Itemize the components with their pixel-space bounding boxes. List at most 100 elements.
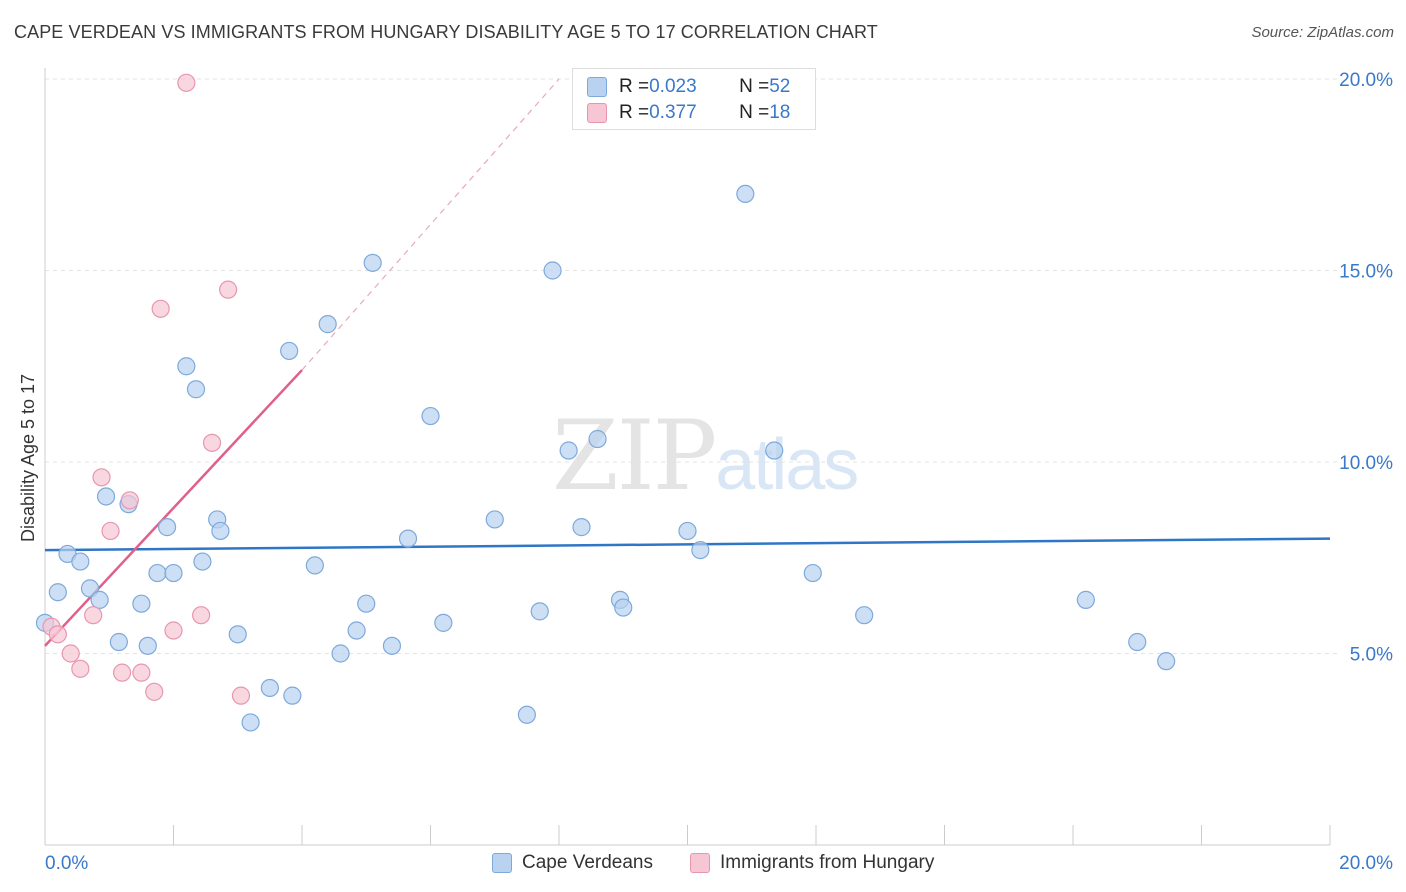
cape-verdean-point xyxy=(1157,652,1176,671)
cape-verdean-point xyxy=(96,487,116,506)
hungary-point xyxy=(202,433,222,452)
cape-verdean-point xyxy=(421,406,440,426)
blue-swatch xyxy=(492,853,512,873)
cape-verdean-point xyxy=(363,253,382,272)
legend-item-cape-verdeans[interactable]: Cape Verdeans xyxy=(492,852,653,874)
cape-verdean-point xyxy=(530,602,549,621)
hungary-point xyxy=(151,299,170,318)
y-tick-label: 15.0% xyxy=(1339,262,1393,283)
hungary-point xyxy=(112,663,132,682)
cape-verdean-point xyxy=(241,713,260,732)
hungary-point xyxy=(84,606,103,625)
n-label: N = xyxy=(739,102,770,123)
y-tick-label: 20.0% xyxy=(1339,70,1393,91)
hungary-point xyxy=(61,644,80,663)
n-value: 18 xyxy=(769,102,791,123)
hungary-point xyxy=(92,468,111,487)
labels-layer: 5.0% 10.0% 15.0% 20.0% 0.0% 20.0% Disability A… xyxy=(18,70,1393,874)
cape-verdean-point xyxy=(347,621,366,640)
legend-label: Immigrants from Hungary xyxy=(720,852,935,873)
cape-verdean-point xyxy=(305,556,324,575)
hungary-point xyxy=(145,682,164,701)
hungary-point xyxy=(71,659,90,678)
cape-verdean-point xyxy=(855,606,874,625)
cape-verdean-point xyxy=(1128,632,1147,652)
cape-verdean-point xyxy=(614,598,633,617)
cape-verdean-point xyxy=(177,357,196,376)
hungary-trend-extension xyxy=(301,78,560,371)
hungary-point xyxy=(177,73,196,92)
cape-verdean-point xyxy=(157,518,177,537)
cape-verdean-point xyxy=(138,636,157,655)
watermark-zip: ZIP xyxy=(552,400,717,512)
cape-verdean-point xyxy=(228,625,247,644)
cape-verdean-point xyxy=(148,563,167,583)
hungary-point xyxy=(231,686,251,705)
axis-layer xyxy=(44,68,1331,846)
cape-verdean-point xyxy=(485,510,504,529)
legend-item-hungary[interactable]: Immigrants from Hungary xyxy=(690,852,934,874)
r-label: R = xyxy=(619,102,650,123)
y-axis-label: Disability Age 5 to 17 xyxy=(18,374,38,542)
cape-verdean-point xyxy=(48,583,67,602)
r-label: R = xyxy=(619,76,650,97)
n-label: N = xyxy=(739,76,770,97)
cape-verdean-point xyxy=(90,590,109,609)
stats-row-hungary: R = 0.377 N = 18 xyxy=(587,101,790,125)
y-tick-label: 5.0% xyxy=(1350,645,1393,666)
cape-verdean-point xyxy=(260,678,279,698)
hungary-point xyxy=(192,606,211,625)
cape-verdean-point xyxy=(434,613,453,632)
pink-swatch xyxy=(587,103,607,123)
grid-layer xyxy=(45,78,1340,654)
cape-verdean-point xyxy=(517,705,536,724)
cape-verdean-point xyxy=(382,636,402,655)
hungary-point xyxy=(120,491,139,510)
cape-verdean-point xyxy=(331,644,350,663)
cape-verdean-point xyxy=(318,315,337,334)
y-tick-label: 10.0% xyxy=(1339,453,1393,474)
watermark-atlas: atlas xyxy=(715,425,859,505)
cape-verdean-point xyxy=(211,521,230,541)
r-value: 0.377 xyxy=(649,102,697,123)
cape-verdean-point xyxy=(572,518,591,537)
cape-verdean-point xyxy=(736,184,755,203)
cape-verdean-point xyxy=(691,540,710,560)
bottom-legend: Cape Verdeans Immigrants from Hungary xyxy=(0,852,1406,878)
cape-verdean-point xyxy=(559,441,578,460)
hungary-point xyxy=(101,521,120,541)
cape-verdean-point xyxy=(109,632,128,652)
cape-verdean-point xyxy=(280,341,299,361)
chart-title: CAPE VERDEAN VS IMMIGRANTS FROM HUNGARY … xyxy=(14,22,878,42)
x-tick-label-min: 0.0% xyxy=(45,853,88,874)
cape-verdean-point xyxy=(71,552,90,571)
cape-verdean-point xyxy=(357,594,376,613)
cape-verdean-point xyxy=(678,521,697,541)
n-value: 52 xyxy=(769,76,791,97)
cape-verdean-point xyxy=(1076,590,1095,609)
legend-label: Cape Verdeans xyxy=(522,852,653,873)
x-tick-label-max: 20.0% xyxy=(1339,853,1393,874)
cape-verdean-point xyxy=(186,380,206,399)
cape-verdean-point xyxy=(765,441,784,460)
hungary-point xyxy=(48,625,67,644)
cape-verdean-point xyxy=(283,686,302,705)
blue-swatch xyxy=(587,77,607,97)
stats-legend-box: R = 0.023 N = 52 R = 0.377 N = 18 xyxy=(572,68,816,130)
cape-verdean-point xyxy=(164,563,183,583)
chart-source: Source: ZipAtlas.com xyxy=(1251,24,1394,41)
pink-swatch xyxy=(690,853,710,873)
cape-verdean-point xyxy=(193,552,212,571)
watermark: ZIPatlas xyxy=(552,400,859,512)
cape-verdean-point xyxy=(803,563,822,583)
r-value: 0.023 xyxy=(649,76,697,97)
cape-verdean-point xyxy=(543,261,562,280)
hungary-trend-line xyxy=(44,369,303,647)
stats-row-cape-verdeans: R = 0.023 N = 52 xyxy=(587,75,790,99)
hungary-point xyxy=(219,280,238,299)
cape-verdean-point xyxy=(132,594,151,613)
hungary-point xyxy=(132,663,151,682)
cape-verdean-point xyxy=(398,529,418,548)
cape-verdean-point xyxy=(588,429,607,449)
